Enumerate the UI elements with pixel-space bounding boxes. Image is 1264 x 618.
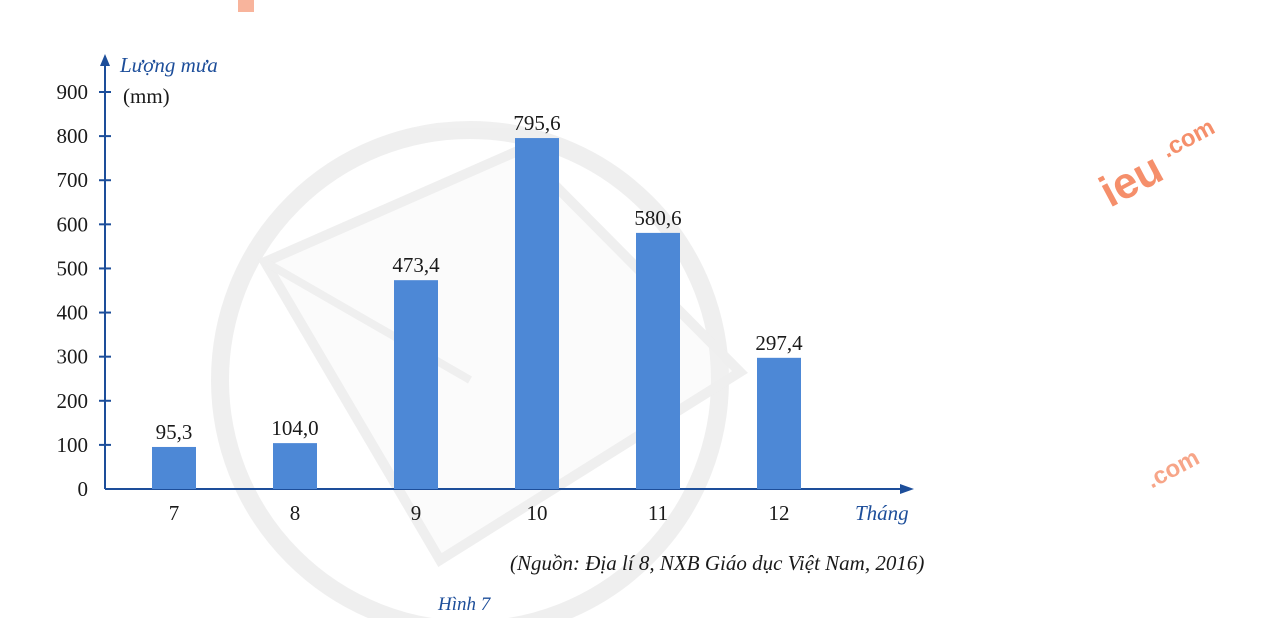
x-tick-label: 9 [411, 501, 422, 525]
x-tick-label: 10 [527, 501, 548, 525]
watermark-brand-suffix: .com [1157, 113, 1219, 163]
data-labels: 95,3 104,0 473,4 795,6 580,6 297,4 [156, 111, 804, 444]
watermark-brand-text: ieu [1092, 144, 1171, 217]
data-label: 95,3 [156, 420, 193, 444]
y-axis-unit: (mm) [123, 84, 170, 108]
data-label: 297,4 [755, 331, 803, 355]
x-ticks: 7 8 9 10 11 12 [169, 501, 790, 525]
y-tick-label: 700 [57, 168, 89, 192]
data-label: 580,6 [634, 206, 681, 230]
y-tick-label: 200 [57, 389, 89, 413]
y-axis-arrow [100, 54, 110, 66]
watermark-brand-suffix: .com [1142, 444, 1204, 494]
bars [152, 138, 801, 490]
x-axis-arrow [900, 484, 914, 494]
y-tick-label: 400 [57, 301, 89, 325]
x-tick-label: 7 [169, 501, 180, 525]
y-tick-label: 500 [57, 256, 89, 280]
watermark-fragment [238, 0, 254, 12]
data-label: 104,0 [271, 416, 318, 440]
x-tick-label: 12 [769, 501, 790, 525]
data-label: 473,4 [392, 253, 440, 277]
bar-month-7 [152, 446, 196, 489]
y-tick-label: 900 [57, 80, 89, 104]
y-tick-label: 600 [57, 212, 89, 236]
y-tick-label: 300 [57, 345, 89, 369]
source-note: (Nguồn: Địa lí 8, NXB Giáo dục Việt Nam,… [510, 551, 924, 575]
y-tick-label: 100 [57, 433, 89, 457]
y-tick-label: 800 [57, 124, 89, 148]
bar-month-9 [394, 280, 438, 489]
y-tick-label: 0 [78, 477, 89, 501]
y-ticks: 0 100 200 300 400 500 600 700 800 900 [57, 80, 111, 501]
data-label: 795,6 [513, 111, 560, 135]
bar-month-10 [515, 138, 559, 489]
x-tick-label: 11 [648, 501, 668, 525]
bar-month-8 [273, 443, 317, 489]
bar-month-11 [636, 232, 680, 490]
y-axis-title: Lượng mưa [119, 53, 218, 77]
figure-caption: Hình 7 [437, 594, 492, 615]
x-tick-label: 8 [290, 501, 301, 525]
x-axis-title: Tháng [855, 501, 909, 525]
bar-month-12 [757, 357, 801, 489]
